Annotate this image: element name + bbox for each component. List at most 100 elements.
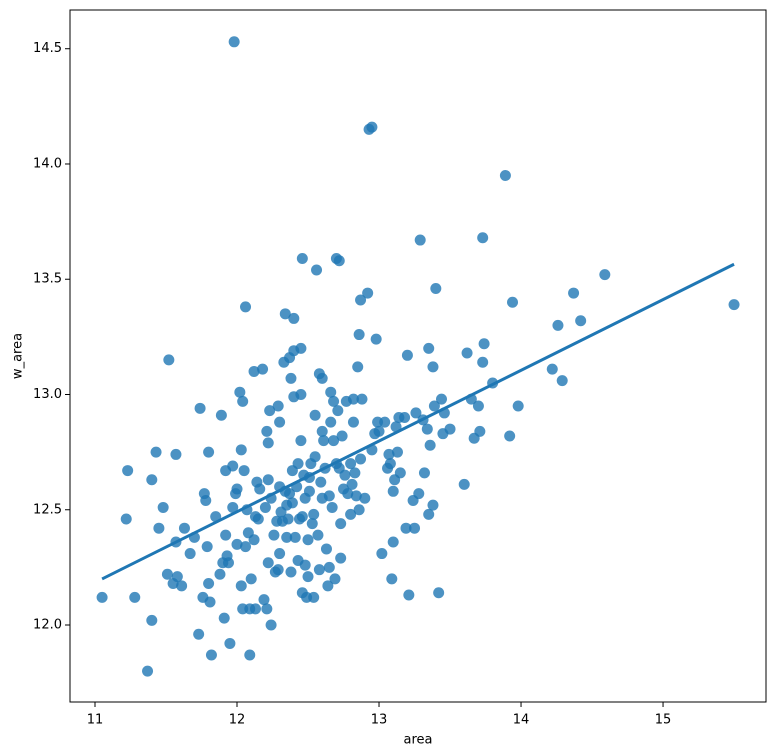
point — [248, 365, 260, 377]
y-tick-label: 14.0 — [33, 156, 62, 171]
point — [281, 531, 293, 543]
point — [403, 589, 415, 601]
point — [222, 557, 234, 569]
point — [282, 513, 294, 525]
point — [292, 458, 304, 470]
x-tick-label: 15 — [655, 713, 672, 728]
point — [556, 375, 568, 387]
point — [499, 170, 511, 182]
point — [320, 543, 332, 555]
point — [379, 416, 391, 428]
point — [146, 614, 158, 626]
point — [333, 255, 345, 267]
y-tick-label: 13.0 — [33, 387, 62, 402]
point — [311, 264, 323, 276]
point — [231, 483, 243, 495]
point — [295, 342, 307, 354]
point — [262, 557, 274, 569]
point — [472, 400, 484, 412]
point — [332, 405, 344, 417]
point — [444, 423, 456, 435]
point — [248, 534, 260, 546]
point — [478, 338, 490, 350]
point — [325, 416, 337, 428]
point — [370, 333, 382, 345]
point — [328, 435, 340, 447]
point — [153, 522, 165, 534]
y-tick-label: 12.5 — [33, 502, 62, 517]
point — [299, 559, 311, 571]
point — [394, 467, 406, 479]
point — [200, 495, 212, 507]
point — [474, 425, 486, 437]
point — [178, 522, 190, 534]
x-tick-label: 13 — [371, 713, 388, 728]
point — [355, 294, 367, 306]
point — [318, 435, 330, 447]
point — [203, 446, 215, 458]
point — [599, 269, 611, 281]
y-tick-label: 14.5 — [33, 41, 62, 56]
point — [387, 536, 399, 548]
point — [264, 405, 276, 417]
point — [326, 501, 338, 513]
point — [261, 425, 273, 437]
point — [146, 474, 158, 486]
point — [295, 435, 307, 447]
point — [355, 453, 367, 465]
point — [279, 308, 291, 320]
point — [194, 402, 206, 414]
point — [203, 578, 215, 590]
point — [342, 488, 354, 500]
point — [356, 393, 368, 405]
point — [215, 409, 227, 421]
point — [552, 319, 564, 331]
point — [285, 372, 297, 384]
point — [295, 388, 307, 400]
point — [345, 508, 357, 520]
point — [325, 386, 337, 398]
y-tick-label: 13.5 — [33, 272, 62, 287]
point — [296, 252, 308, 264]
point — [302, 571, 314, 583]
point — [218, 612, 230, 624]
point — [228, 36, 240, 48]
point — [257, 363, 269, 375]
point — [262, 474, 274, 486]
point — [308, 508, 320, 520]
point — [176, 580, 188, 592]
point — [315, 476, 327, 488]
point — [142, 665, 154, 677]
point — [288, 312, 300, 324]
point — [322, 580, 334, 592]
point — [201, 541, 213, 553]
point — [234, 386, 246, 398]
point — [306, 518, 318, 530]
point — [170, 448, 182, 460]
point — [274, 548, 286, 560]
point — [296, 511, 308, 523]
point — [353, 504, 365, 516]
x-tick-label: 12 — [229, 713, 246, 728]
point — [345, 458, 357, 470]
point — [245, 573, 257, 585]
point — [238, 465, 250, 477]
point — [312, 529, 324, 541]
point — [163, 354, 175, 366]
point — [171, 571, 183, 583]
point — [373, 425, 385, 437]
point — [150, 446, 162, 458]
point — [308, 591, 320, 603]
point — [268, 529, 280, 541]
point — [418, 467, 430, 479]
point — [231, 538, 243, 550]
point — [335, 518, 347, 530]
point — [430, 282, 442, 294]
point — [414, 234, 426, 246]
point — [362, 287, 374, 299]
y-tick-label: 12.0 — [33, 618, 62, 633]
point — [254, 483, 266, 495]
point — [386, 573, 398, 585]
point — [359, 492, 371, 504]
